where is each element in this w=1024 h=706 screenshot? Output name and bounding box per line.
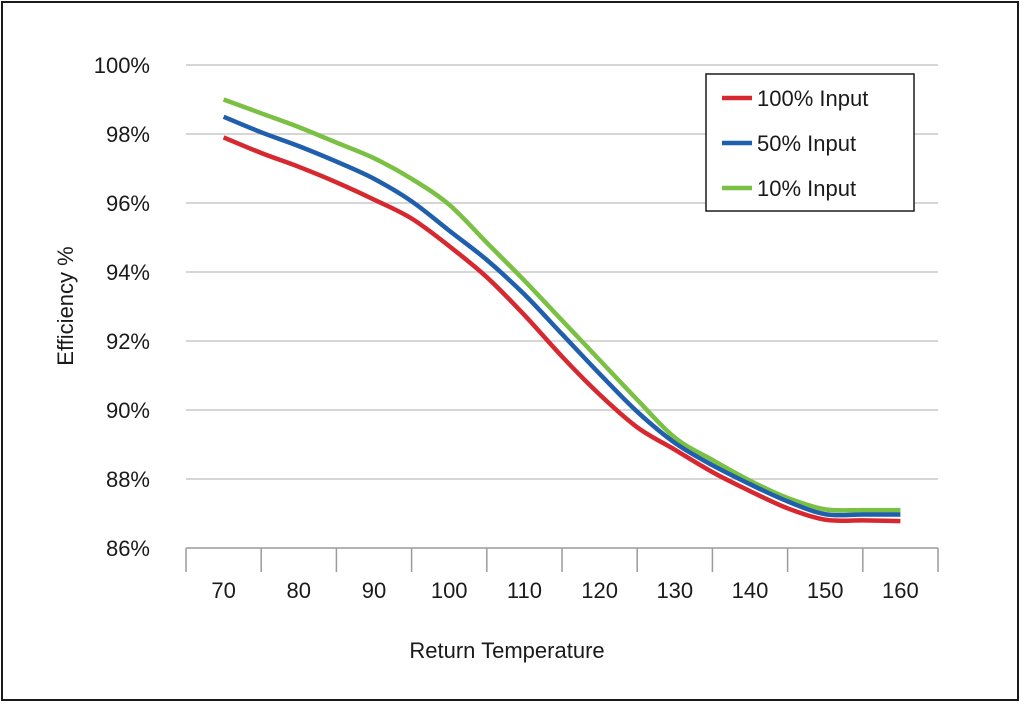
x-tick-label: 110 [507,578,542,603]
series-line-10-input [222,97,901,513]
y-tick-label: 98% [106,122,150,147]
x-tick-label: 120 [581,578,618,603]
x-tick-label: 130 [656,578,693,603]
x-tick-label: 80 [287,578,311,603]
x-axis-title: Return Temperature [409,638,604,663]
legend-label: 100% Input [757,86,868,111]
x-tick-label: 90 [362,578,386,603]
legend-label: 10% Input [757,176,856,201]
x-tick-label: 160 [882,578,919,603]
y-tick-label: 88% [106,467,150,492]
x-tick-label: 140 [732,578,769,603]
y-tick-label: 86% [106,536,150,561]
y-tick-label: 90% [106,398,150,423]
axes: 86% 88% 90% 92% 94% 96% 98% 100% 70 80 90 100 110 120… [94,53,939,603]
series-lines [222,97,901,524]
series-line-100-input [222,135,901,524]
y-tick-label: 92% [106,329,150,354]
x-tick-label: 70 [211,578,235,603]
x-tick-label: 100 [431,578,468,603]
legend-label: 50% Input [757,131,856,156]
y-tick-label: 96% [106,191,150,216]
legend: 100% Input 50% Input 10% Input [705,73,915,212]
y-tick-label: 94% [106,260,150,285]
y-tick-label: 100% [94,53,150,78]
series-line-50-input [222,114,901,518]
x-tick-label: 150 [807,578,844,603]
y-axis-title: Efficiency % [53,246,78,365]
